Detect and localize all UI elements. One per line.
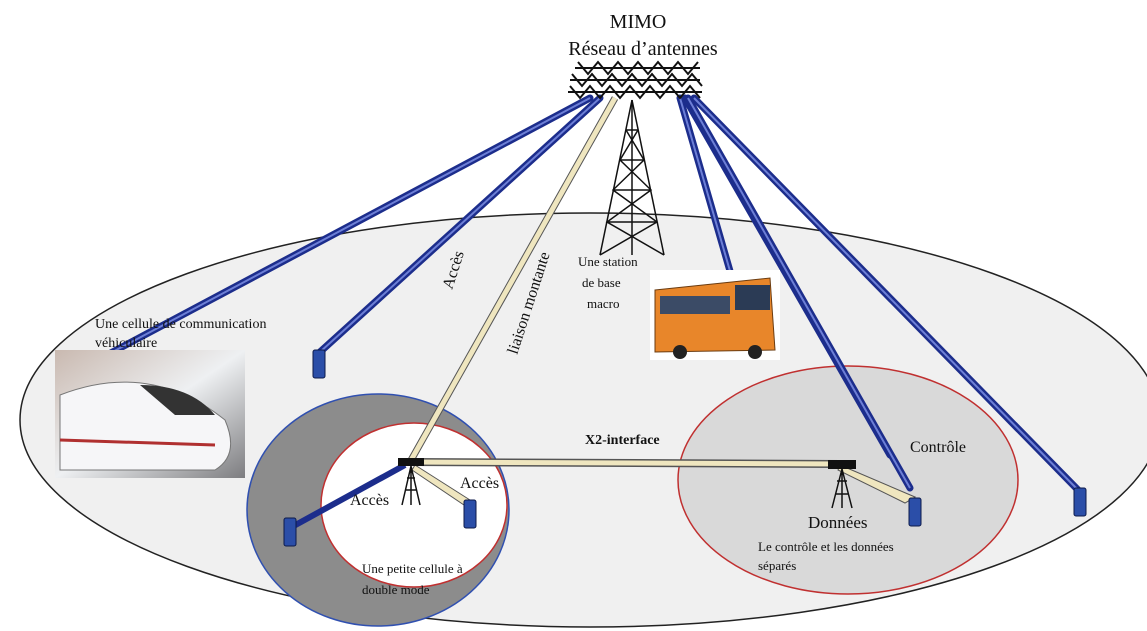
macro-label: Une station <box>578 254 638 269</box>
x2-link <box>410 462 840 464</box>
data-label: Données <box>808 513 867 532</box>
x2-label: X2-interface <box>585 433 660 448</box>
macro-label: de base <box>582 275 621 290</box>
vehicular-label: véhiculaire <box>95 336 157 351</box>
macro-label: macro <box>587 296 619 311</box>
separated-cell <box>678 366 1018 594</box>
title-mimo: MIMO <box>610 11 667 33</box>
vehicular-label: Une cellule de communication <box>95 317 266 332</box>
small-cell-label: double mode <box>362 582 430 597</box>
access-left-label: Accès <box>350 492 389 509</box>
separated-label: Le contrôle et les données <box>758 539 894 554</box>
diagram: MIMO Réseau d’antennes Accès liaison mon… <box>0 0 1147 631</box>
title-array: Réseau d’antennes <box>568 38 718 60</box>
access-right-label: Accès <box>460 475 499 492</box>
bus <box>650 270 780 360</box>
small-cell-label: Une petite cellule à <box>362 561 463 576</box>
antenna-array <box>568 62 702 98</box>
train <box>55 350 245 478</box>
control-label: Contrôle <box>910 439 966 456</box>
separated-label: séparés <box>758 558 796 573</box>
